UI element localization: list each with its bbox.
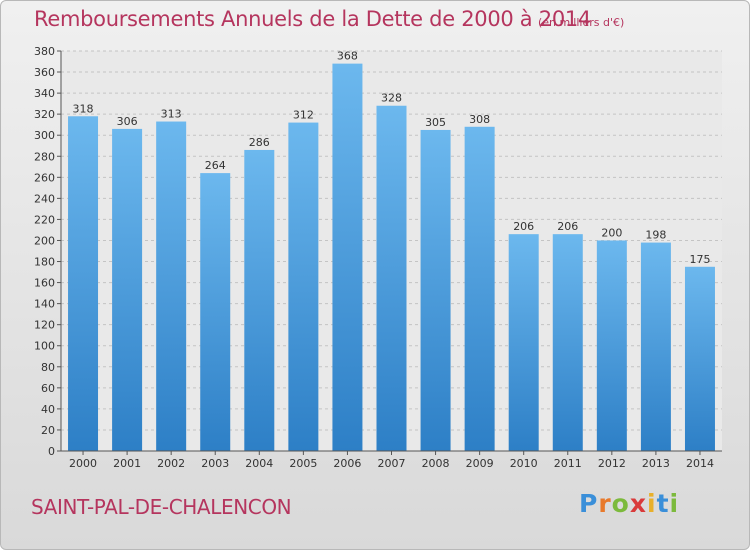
y-tick-label: 340 — [34, 87, 55, 100]
y-tick-label: 240 — [34, 192, 55, 205]
bar-2001 — [112, 128, 143, 451]
y-tick-label: 300 — [34, 129, 55, 142]
data-label-2003: 264 — [205, 159, 226, 172]
y-tick-label: 80 — [41, 361, 55, 374]
data-label-2005: 312 — [293, 109, 314, 122]
y-tick-label: 40 — [41, 403, 55, 416]
x-tick-label-2000: 2000 — [69, 457, 97, 470]
x-tick-label-2012: 2012 — [598, 457, 626, 470]
data-label-2013: 198 — [645, 229, 666, 242]
y-tick-label: 220 — [34, 213, 55, 226]
y-tick-label: 100 — [34, 340, 55, 353]
x-tick-label-2013: 2013 — [642, 457, 670, 470]
bar-2005 — [288, 122, 319, 451]
x-tick-label-2001: 2001 — [113, 457, 141, 470]
y-tick-label: 20 — [41, 424, 55, 437]
bar-2009 — [464, 126, 495, 451]
bar-2006 — [332, 63, 363, 451]
x-axis: 2000 2001 2002 2003 2004 2005 2006 2007 2008 2009… — [61, 450, 722, 470]
x-tick-label-2005: 2005 — [289, 457, 317, 470]
x-tick-label-2010: 2010 — [510, 457, 538, 470]
y-tick-label: 160 — [34, 277, 55, 290]
bar-2010 — [508, 234, 539, 451]
y-tick-label: 320 — [34, 108, 55, 121]
data-label-2012: 200 — [601, 226, 622, 239]
y-tick-label: 180 — [34, 256, 55, 269]
y-tick-label: 360 — [34, 66, 55, 79]
x-tick-label-2006: 2006 — [333, 457, 361, 470]
bar-2012 — [596, 240, 627, 451]
data-label-2010: 206 — [513, 220, 534, 233]
commune-name: SAINT-PAL-DE-CHALENCON — [31, 495, 292, 519]
logo-letter: o — [611, 489, 630, 518]
bar-2014 — [684, 266, 715, 451]
data-label-2004: 286 — [249, 136, 270, 149]
bar-2007 — [376, 105, 407, 451]
bar-2000 — [68, 116, 99, 452]
logo-letter: i — [647, 489, 657, 518]
bar-2013 — [640, 242, 671, 451]
data-label-2008: 305 — [425, 116, 446, 129]
x-tick-label-2007: 2007 — [378, 457, 406, 470]
y-tick-label: 120 — [34, 319, 55, 332]
logo-letter: i — [669, 489, 680, 518]
x-tick-label-2014: 2014 — [686, 457, 714, 470]
logo-letter: P — [579, 489, 599, 518]
data-label-2002: 313 — [161, 108, 182, 121]
x-tick-label-2008: 2008 — [422, 457, 450, 470]
y-tick-label: 280 — [34, 150, 55, 163]
y-axis: 0 20 40 60 80 100 120 140 160 180 200 220 240 260 280 3… — [34, 45, 62, 458]
data-label-2000: 318 — [73, 102, 94, 115]
y-tick-label: 60 — [41, 382, 55, 395]
y-tick-label: 260 — [34, 171, 55, 184]
bar-2011 — [552, 234, 583, 451]
proxiti-logo: Proxiti — [579, 489, 679, 518]
data-label-2007: 328 — [381, 92, 402, 105]
data-label-2001: 306 — [117, 115, 138, 128]
logo-letter: r — [598, 489, 612, 518]
y-tick-label: 140 — [34, 298, 55, 311]
data-label-2014: 175 — [689, 253, 710, 266]
chart-subtitle: (en milliers d'€) — [538, 16, 625, 29]
y-tick-label: 0 — [48, 445, 55, 458]
x-tick-label-2002: 2002 — [157, 457, 185, 470]
logo-letter: x — [629, 489, 647, 518]
data-label-2009: 308 — [469, 113, 490, 126]
y-tick-label: 200 — [34, 234, 55, 247]
x-tick-label-2004: 2004 — [245, 457, 273, 470]
bars: 318 306 313 264 286 312 368 328 305 308 206 206 200 1… — [68, 50, 715, 452]
chart-title: Remboursements Annuels de la Dette de 20… — [34, 7, 591, 31]
bar-2003 — [200, 173, 231, 451]
x-tick-label-2009: 2009 — [466, 457, 494, 470]
logo-letter: t — [656, 489, 670, 518]
data-label-2006: 368 — [337, 50, 358, 63]
x-tick-label-2011: 2011 — [554, 457, 582, 470]
x-tick-label-2003: 2003 — [201, 457, 229, 470]
data-label-2011: 206 — [557, 220, 578, 233]
bar-2002 — [156, 121, 187, 452]
bar-2008 — [420, 129, 451, 451]
bar-2004 — [244, 149, 275, 451]
y-tick-label: 380 — [34, 45, 55, 58]
